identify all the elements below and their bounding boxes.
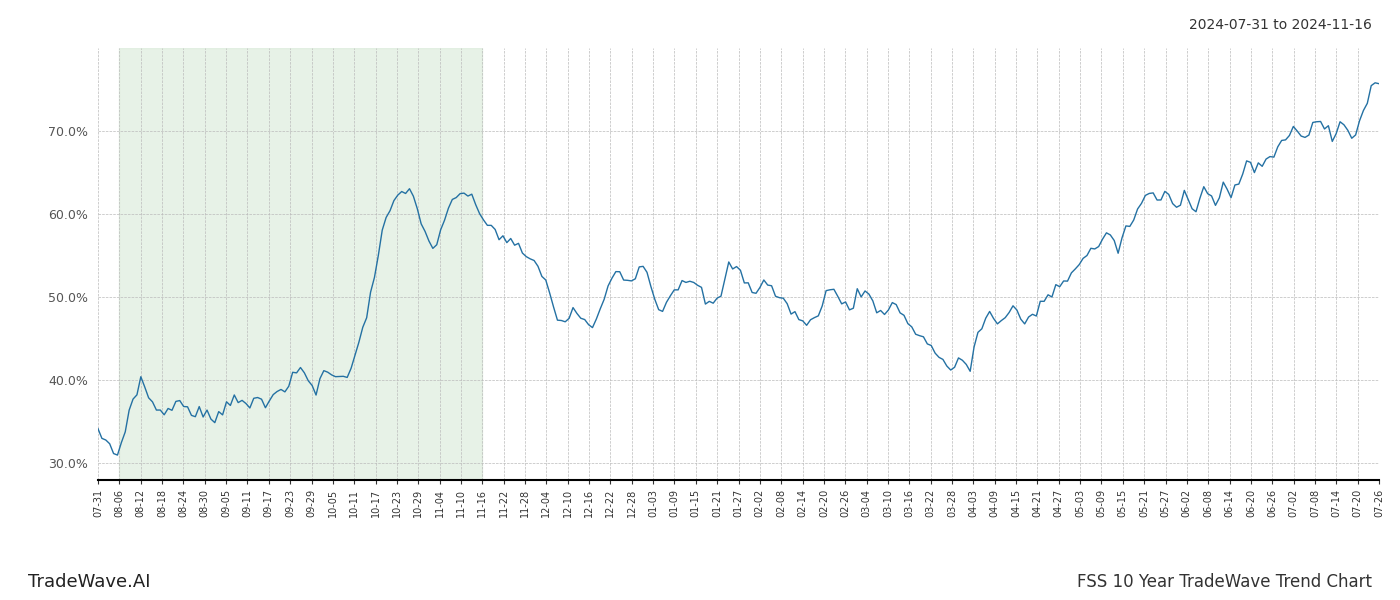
Text: FSS 10 Year TradeWave Trend Chart: FSS 10 Year TradeWave Trend Chart [1077,573,1372,591]
Text: 2024-07-31 to 2024-11-16: 2024-07-31 to 2024-11-16 [1189,18,1372,32]
Text: TradeWave.AI: TradeWave.AI [28,573,151,591]
Bar [119,48,483,480]
